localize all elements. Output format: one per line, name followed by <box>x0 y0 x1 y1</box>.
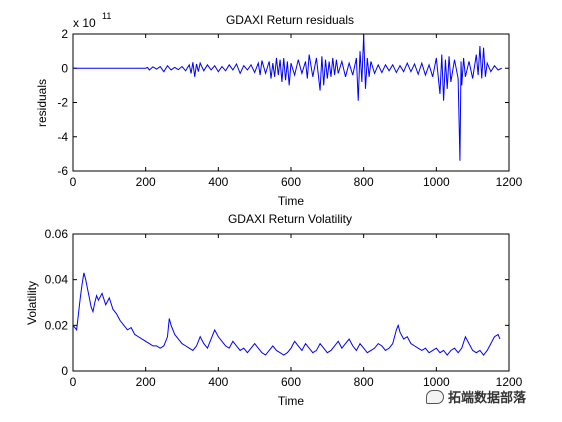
volatility-x-tick-label: 200 <box>136 375 156 389</box>
residuals-y-tick-label: 2 <box>61 27 68 41</box>
volatility-y-tick-label: 0.04 <box>45 273 69 287</box>
residuals-y-tick-label: -6 <box>57 164 68 178</box>
volatility-y-axis: 0 0.02 0.04 0.06 <box>45 227 509 378</box>
residuals-x-tick-label: 200 <box>136 175 156 189</box>
residuals-x-tick-label: 0 <box>70 175 77 189</box>
residuals-panel: GDAXI Return residuals x 10 11 0 200 400 60… <box>35 11 523 208</box>
residuals-y-tick-label: -4 <box>57 130 68 144</box>
volatility-x-tick-label: 1000 <box>423 375 450 389</box>
volatility-x-tick-label: 1200 <box>496 375 523 389</box>
residuals-x-tick-label: 400 <box>208 175 228 189</box>
volatility-panel: GDAXI Return Volatility 0 200 400 600 800 100… <box>25 212 523 408</box>
volatility-y-label: Volatility <box>25 281 39 325</box>
residuals-y-tick-label: 0 <box>61 61 68 75</box>
residuals-series-line <box>73 34 502 161</box>
residuals-x-tick-label: 600 <box>281 175 301 189</box>
watermark: 拓端数据部落 <box>426 387 526 406</box>
chat-bubble-icon <box>426 389 444 404</box>
volatility-x-tick-label: 800 <box>354 375 374 389</box>
residuals-y-axis: -6 -4 -2 0 2 <box>57 27 509 178</box>
residuals-plot-area <box>72 33 510 172</box>
volatility-series-line <box>72 272 501 356</box>
residuals-y-tick-label: -2 <box>57 96 68 110</box>
volatility-x-tick-label: 0 <box>70 375 77 389</box>
residuals-title: GDAXI Return residuals <box>226 13 354 27</box>
residuals-exponent-label: x 10 <box>73 16 96 30</box>
residuals-x-tick-label: 1000 <box>423 175 450 189</box>
volatility-x-tick-label: 600 <box>281 375 301 389</box>
residuals-y-label: residuals <box>35 79 49 127</box>
residuals-x-label: Time <box>278 194 305 208</box>
volatility-y-tick-label: 0 <box>61 364 68 378</box>
residuals-x-tick-label: 1200 <box>496 175 523 189</box>
watermark-text: 拓端数据部落 <box>448 390 527 405</box>
residuals-exponent-power: 11 <box>102 11 111 21</box>
residuals-x-axis: 0 200 400 600 800 1000 1200 <box>70 34 523 189</box>
volatility-y-tick-label: 0.02 <box>45 318 69 332</box>
volatility-title: GDAXI Return Volatility <box>228 212 352 226</box>
volatility-x-label: Time <box>278 394 305 408</box>
volatility-x-axis: 0 200 400 600 800 1000 1200 <box>70 234 523 389</box>
volatility-y-tick-label: 0.06 <box>45 227 69 241</box>
residuals-x-tick-label: 800 <box>354 175 374 189</box>
volatility-x-tick-label: 400 <box>208 375 228 389</box>
